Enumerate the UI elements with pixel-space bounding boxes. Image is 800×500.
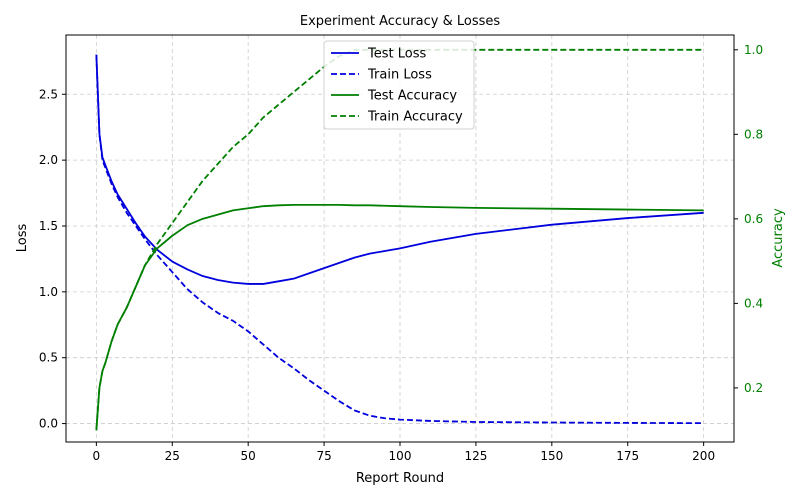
x-tick-label: 125 xyxy=(464,449,487,463)
legend-label: Train Loss xyxy=(367,68,432,83)
legend-label: Test Accuracy xyxy=(367,89,457,104)
legend-label: Train Accuracy xyxy=(367,110,463,125)
grid-lines xyxy=(66,35,734,442)
legend-box xyxy=(323,40,475,130)
y-axis-left: 0.0 0.5 1.0 1.5 2.0 2.5 xyxy=(39,87,66,431)
x-tick-label: 150 xyxy=(540,449,563,463)
y-right-tick-label: 0.8 xyxy=(744,127,763,141)
y-right-tick-label: 0.6 xyxy=(744,212,763,226)
legend: Test Loss Train Loss Test Accuracy Train Ac… xyxy=(323,40,475,130)
y-right-tick-label: 1.0 xyxy=(744,43,763,57)
y-right-tick-label: 0.2 xyxy=(744,381,763,395)
y-axis-right-label: Accuracy xyxy=(771,208,786,268)
train-loss-line xyxy=(95,54,704,425)
x-tick-label: 0 xyxy=(93,449,101,463)
legend-label: Test Loss xyxy=(367,47,426,62)
x-tick-label: 175 xyxy=(616,449,639,463)
y-left-tick-label: 2.5 xyxy=(39,87,58,101)
x-tick-label: 100 xyxy=(389,449,412,463)
y-axis-right: 0.2 0.4 0.6 0.8 1.0 xyxy=(734,43,763,395)
chart-title: Experiment Accuracy & Losses xyxy=(300,14,501,29)
x-axis: 0 25 50 75 100 125 150 175 200 xyxy=(93,442,715,463)
y-left-tick-label: 1.0 xyxy=(39,285,58,299)
test-loss-line xyxy=(95,54,704,285)
y-axis-left-label: Loss xyxy=(15,224,30,253)
y-left-tick-label: 0.5 xyxy=(39,351,58,365)
x-tick-label: 25 xyxy=(165,449,180,463)
x-tick-label: 200 xyxy=(692,449,715,463)
y-left-tick-label: 0.0 xyxy=(39,417,58,431)
x-tick-label: 75 xyxy=(316,449,331,463)
y-right-tick-label: 0.4 xyxy=(744,296,763,310)
y-left-tick-label: 1.5 xyxy=(39,219,58,233)
y-left-tick-label: 2.0 xyxy=(39,153,58,167)
x-tick-label: 50 xyxy=(241,449,256,463)
x-axis-label: Report Round xyxy=(356,471,444,486)
